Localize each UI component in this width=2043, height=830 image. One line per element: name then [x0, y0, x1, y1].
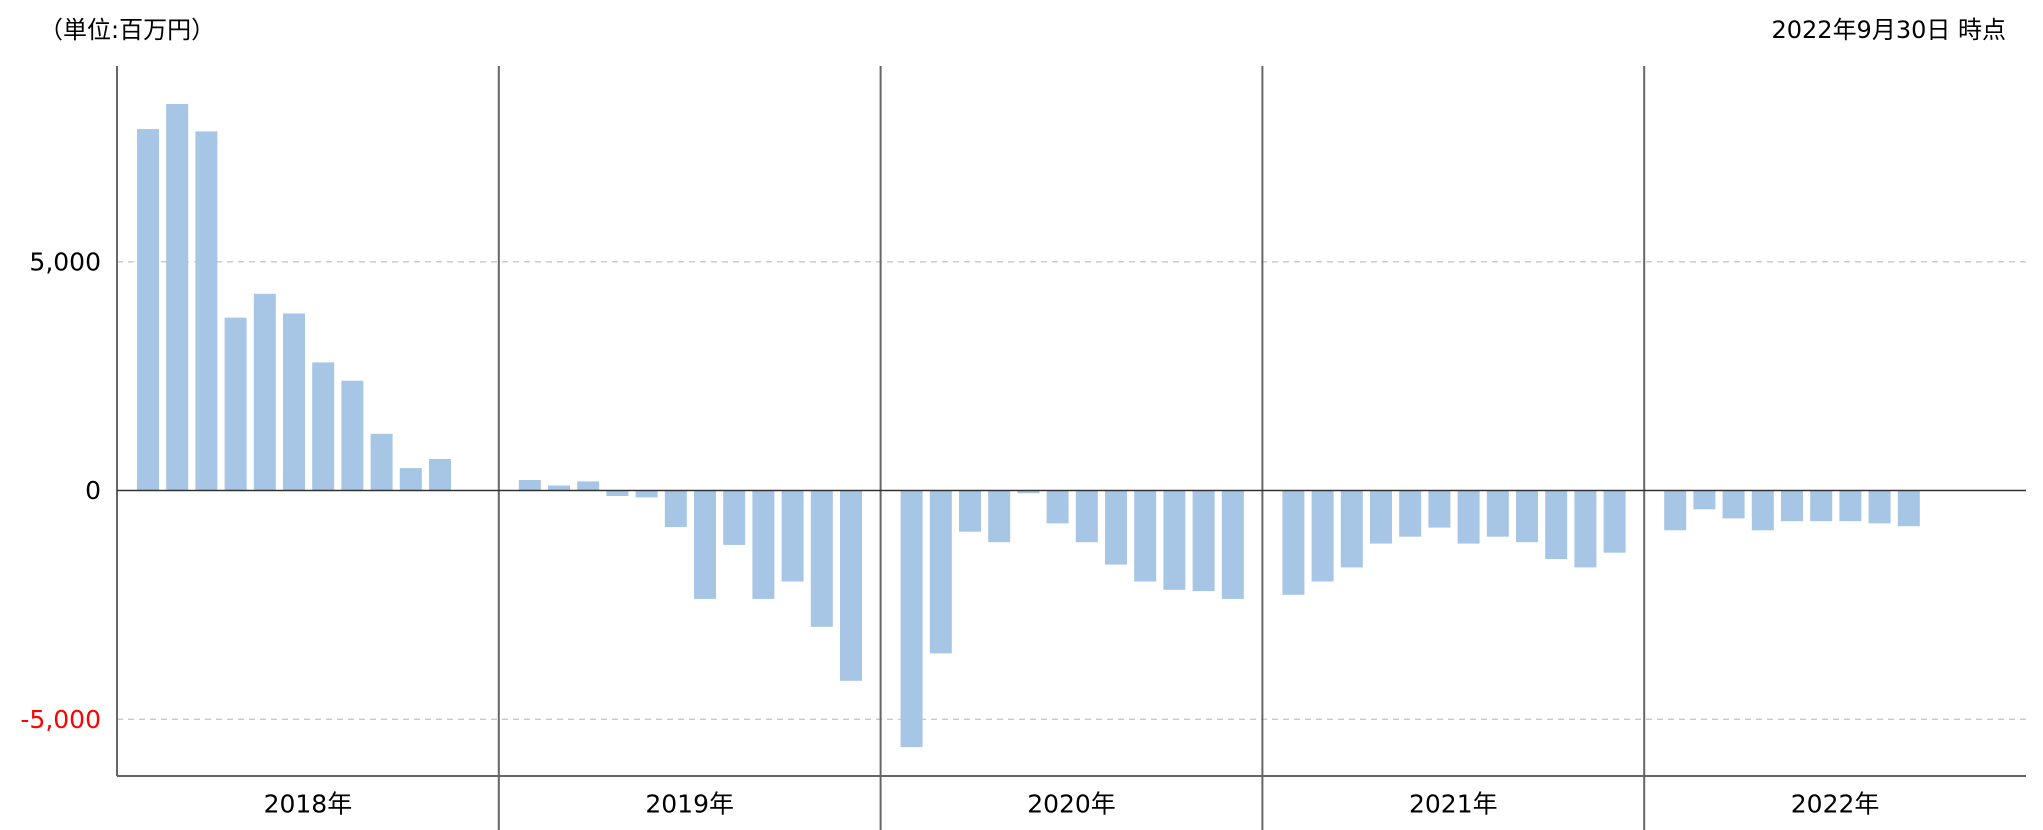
bar-group5-1 — [1664, 490, 1687, 531]
y-tick-label-0: 0 — [85, 476, 101, 505]
bar-group2-10 — [781, 490, 804, 582]
bar-group5-7 — [1839, 490, 1862, 522]
year-label-5: 2022年 — [1791, 790, 1880, 819]
bar-group2-11 — [810, 490, 833, 627]
bar-group1-3 — [195, 131, 218, 491]
bar-group4-1 — [1282, 490, 1305, 595]
bar-group4-4 — [1370, 490, 1392, 544]
axes — [116, 66, 2026, 830]
bar-group4-9 — [1516, 490, 1538, 543]
bar-group1-8 — [341, 380, 364, 491]
bar-group4-2 — [1311, 490, 1334, 582]
bar-group5-6 — [1810, 490, 1833, 522]
bar-group2-12 — [840, 490, 862, 681]
bar-group2-3 — [577, 481, 600, 491]
bar-group2-5 — [635, 490, 658, 498]
bar-group1-9 — [370, 433, 393, 491]
bar-group4-8 — [1486, 490, 1509, 537]
bar-group5-8 — [1868, 490, 1891, 524]
bar-group4-3 — [1340, 490, 1363, 568]
unit-note: （単位:百万円） — [39, 16, 215, 44]
bar-group1-4 — [224, 317, 247, 491]
year-labels: 2018年 2019年 2020年 2021年 2022年 — [264, 790, 1880, 819]
bar-group2-9 — [752, 490, 775, 599]
bar-group1-7 — [312, 362, 335, 491]
bar-group2-1 — [518, 480, 541, 491]
bar-group5-9 — [1897, 490, 1920, 527]
bars — [137, 104, 1920, 748]
bar-group4-10 — [1545, 490, 1568, 560]
bar-group3-4 — [988, 490, 1011, 543]
bar-group5-2 — [1693, 490, 1716, 510]
bar-group1-11 — [429, 459, 451, 491]
bar-group1-5 — [253, 293, 276, 491]
y-tick-label-minus-5000: -5,000 — [20, 705, 101, 734]
year-label-1: 2018年 — [264, 790, 353, 819]
bar-group2-2 — [548, 485, 570, 491]
year-label-4: 2021年 — [1409, 790, 1498, 819]
bar-group2-4 — [606, 490, 629, 496]
bar-group4-11 — [1574, 490, 1597, 568]
bar-group3-2 — [929, 490, 952, 654]
year-label-3: 2020年 — [1027, 790, 1116, 819]
bar-group1-10 — [399, 468, 422, 491]
bar-group5-5 — [1781, 490, 1803, 522]
bar-group4-12 — [1603, 490, 1626, 553]
bar-group3-12 — [1221, 490, 1244, 599]
bar-group3-6 — [1046, 490, 1069, 524]
bar-group4-5 — [1399, 490, 1422, 537]
bar-group3-9 — [1134, 490, 1157, 582]
y-tick-label-5000: 5,000 — [29, 247, 101, 276]
as-of-date: 2022年9月30日 時点 — [1771, 16, 2006, 44]
bar-group3-5 — [1017, 490, 1040, 494]
y-tick-labels: 5,000 0 -5,000 — [20, 247, 101, 734]
bar-group3-8 — [1105, 490, 1127, 565]
bar-group4-7 — [1457, 490, 1480, 544]
bar-group3-11 — [1192, 490, 1215, 592]
bar-group4-6 — [1428, 490, 1451, 528]
bar-group5-4 — [1751, 490, 1774, 531]
bar-group1-2 — [166, 104, 189, 491]
bar-group3-7 — [1075, 490, 1098, 543]
bar-group2-6 — [664, 490, 687, 528]
bar-group5-3 — [1722, 490, 1745, 519]
bar-group1-1 — [137, 129, 159, 491]
bar-group1-6 — [283, 313, 305, 491]
bar-group3-3 — [959, 490, 981, 532]
bar-group3-10 — [1163, 490, 1186, 590]
bar-group2-7 — [694, 490, 716, 599]
bar-group2-8 — [723, 490, 746, 545]
year-label-2: 2019年 — [645, 790, 734, 819]
bar-group3-1 — [900, 490, 923, 748]
